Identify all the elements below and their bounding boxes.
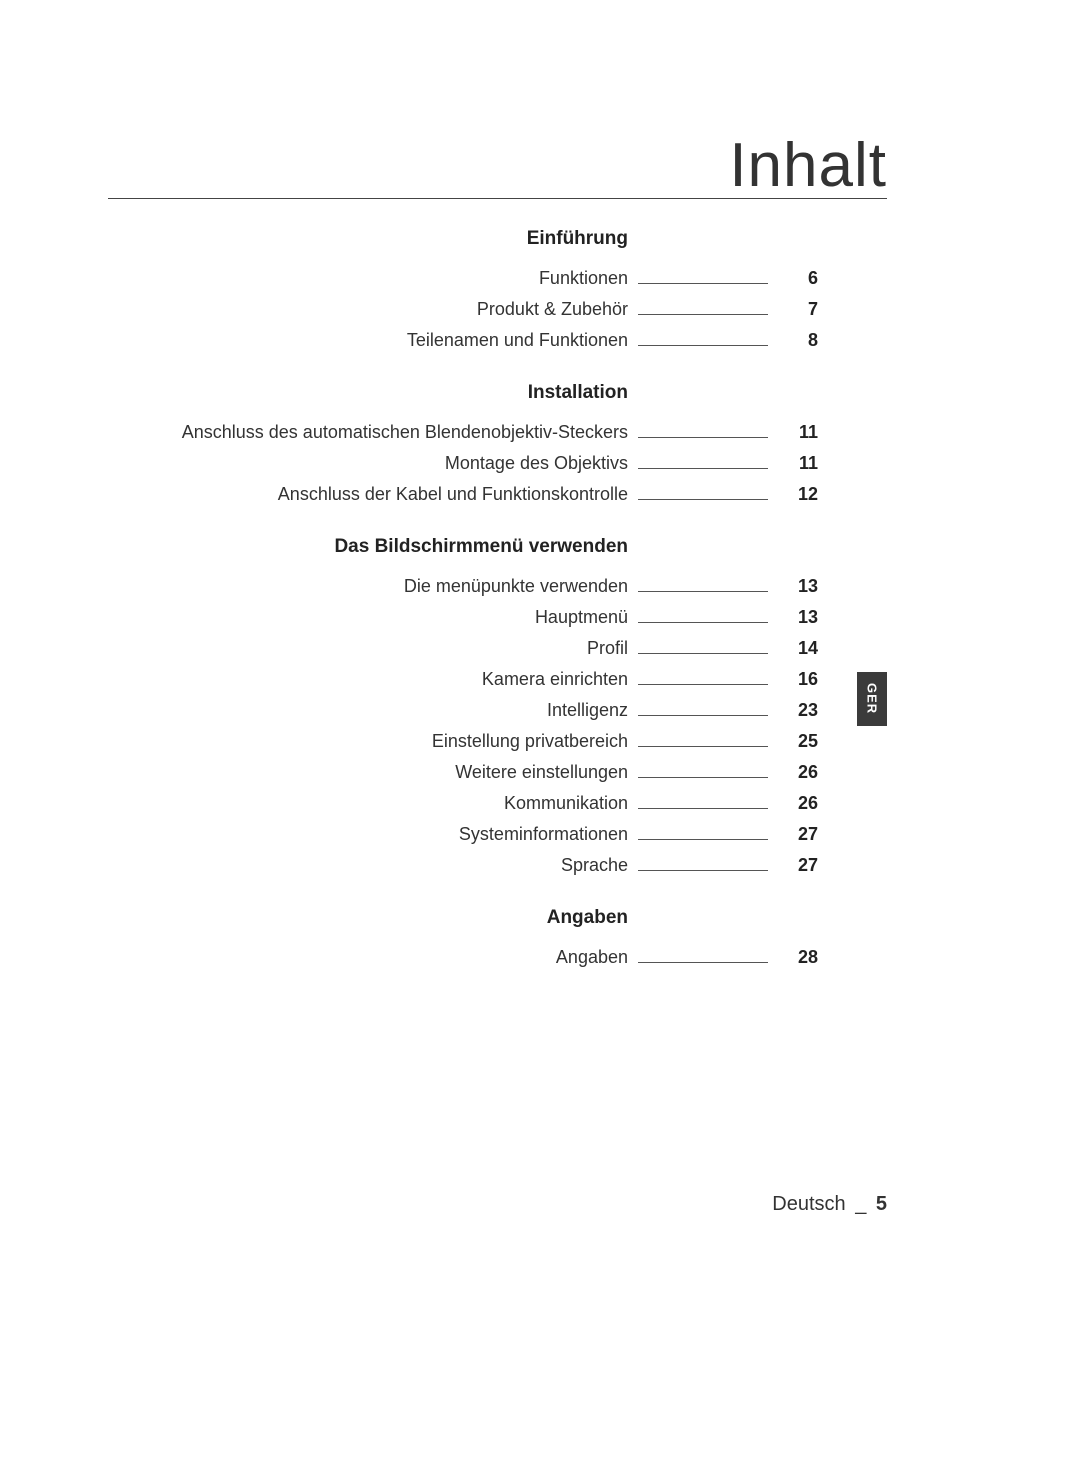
- toc-page: 8: [778, 330, 818, 351]
- toc-label: Montage des Objektivs: [108, 453, 628, 474]
- toc-row: Anschluss des automatischen Blendenobjek…: [108, 422, 838, 450]
- toc-row: Montage des Objektivs 11: [108, 453, 838, 481]
- toc-leader: [638, 333, 768, 346]
- toc-row: Profil 14: [108, 638, 838, 666]
- toc-page: 13: [778, 576, 818, 597]
- page-footer: Deutsch _ 5: [772, 1193, 887, 1216]
- language-tab: GER: [857, 672, 887, 726]
- toc-leader: [638, 858, 768, 871]
- toc-page: 12: [778, 484, 818, 505]
- toc-page: 25: [778, 731, 818, 752]
- title-rule: [108, 198, 887, 199]
- toc-row: Angaben 28: [108, 947, 838, 975]
- toc-row: Weitere einstellungen 26: [108, 762, 838, 790]
- footer-language: Deutsch: [772, 1193, 845, 1215]
- toc-section: Installation Anschluss des automatischen…: [108, 382, 838, 512]
- toc-page: 14: [778, 638, 818, 659]
- section-header: Installation: [108, 382, 628, 404]
- toc-row: Funktionen 6: [108, 268, 838, 296]
- toc-page: 26: [778, 793, 818, 814]
- toc-row: Sprache 27: [108, 855, 838, 883]
- toc-label: Die menüpunkte verwenden: [108, 576, 628, 597]
- toc-leader: [638, 641, 768, 654]
- footer-dash: _: [855, 1193, 866, 1215]
- toc-page: 27: [778, 824, 818, 845]
- toc-page: 11: [778, 422, 818, 443]
- toc-label: Systeminformationen: [108, 824, 628, 845]
- page-title: Inhalt: [729, 130, 887, 201]
- section-header: Das Bildschirmmenü verwenden: [108, 536, 628, 558]
- section-header: Angaben: [108, 907, 628, 929]
- toc-label: Profil: [108, 638, 628, 659]
- toc-row: Teilenamen und Funktionen 8: [108, 330, 838, 358]
- toc-label: Sprache: [108, 855, 628, 876]
- toc-label: Kamera einrichten: [108, 669, 628, 690]
- toc-row: Hauptmenü 13: [108, 607, 838, 635]
- toc-row: Systeminformationen 27: [108, 824, 838, 852]
- toc-label: Teilenamen und Funktionen: [108, 330, 628, 351]
- toc-row: Kommunikation 26: [108, 793, 838, 821]
- toc-label: Weitere einstellungen: [108, 762, 628, 783]
- toc-leader: [638, 796, 768, 809]
- toc-label: Einstellung privatbereich: [108, 731, 628, 752]
- toc-label: Anschluss des automatischen Blendenobjek…: [108, 422, 628, 443]
- toc-leader: [638, 456, 768, 469]
- toc-leader: [638, 827, 768, 840]
- toc-leader: [638, 703, 768, 716]
- toc-page: 27: [778, 855, 818, 876]
- toc-leader: [638, 765, 768, 778]
- toc-page: 23: [778, 700, 818, 721]
- toc-leader: [638, 271, 768, 284]
- toc-label: Produkt & Zubehör: [108, 299, 628, 320]
- toc-leader: [638, 425, 768, 438]
- toc-label: Anschluss der Kabel und Funktionskontrol…: [108, 484, 628, 505]
- toc-page: 13: [778, 607, 818, 628]
- toc-section: Das Bildschirmmenü verwenden Die menüpun…: [108, 536, 838, 883]
- toc-page: 11: [778, 453, 818, 474]
- toc-label: Intelligenz: [108, 700, 628, 721]
- toc-row: Die menüpunkte verwenden 13: [108, 576, 838, 604]
- toc-page: 28: [778, 947, 818, 968]
- toc-label: Kommunikation: [108, 793, 628, 814]
- page: Inhalt Einführung Funktionen 6 Produkt &…: [0, 0, 1080, 1476]
- section-header: Einführung: [108, 228, 628, 250]
- toc-label: Angaben: [108, 947, 628, 968]
- toc-section: Angaben Angaben 28: [108, 907, 838, 975]
- toc-row: Produkt & Zubehör 7: [108, 299, 838, 327]
- footer-page-number: 5: [876, 1193, 887, 1215]
- toc-page: 16: [778, 669, 818, 690]
- toc-row: Anschluss der Kabel und Funktionskontrol…: [108, 484, 838, 512]
- toc-page: 7: [778, 299, 818, 320]
- toc-leader: [638, 950, 768, 963]
- table-of-contents: Einführung Funktionen 6 Produkt & Zubehö…: [108, 220, 838, 999]
- toc-row: Einstellung privatbereich 25: [108, 731, 838, 759]
- toc-row: Intelligenz 23: [108, 700, 838, 728]
- toc-page: 26: [778, 762, 818, 783]
- toc-label: Hauptmenü: [108, 607, 628, 628]
- toc-leader: [638, 734, 768, 747]
- toc-leader: [638, 487, 768, 500]
- toc-page: 6: [778, 268, 818, 289]
- toc-row: Kamera einrichten 16: [108, 669, 838, 697]
- toc-leader: [638, 672, 768, 685]
- toc-leader: [638, 579, 768, 592]
- toc-section: Einführung Funktionen 6 Produkt & Zubehö…: [108, 228, 838, 358]
- toc-leader: [638, 302, 768, 315]
- toc-leader: [638, 610, 768, 623]
- toc-label: Funktionen: [108, 268, 628, 289]
